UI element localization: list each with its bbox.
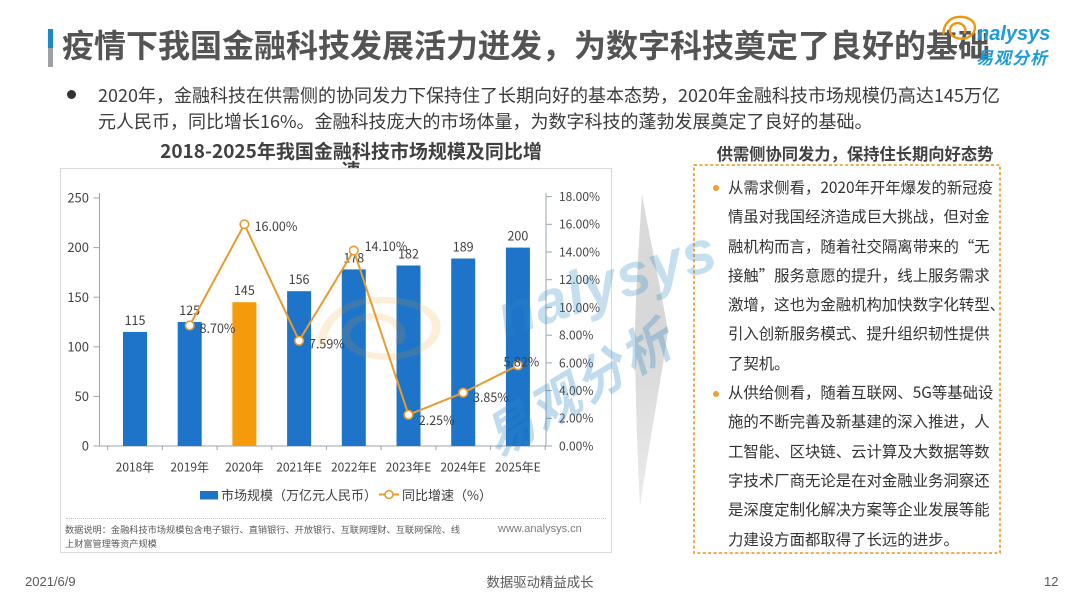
svg-text:14.00%: 14.00%: [559, 243, 600, 260]
svg-text:2020年: 2020年: [225, 458, 264, 475]
svg-text:2021年E: 2021年E: [276, 458, 322, 475]
svg-text:市场规模（万亿元人民币）: 市场规模（万亿元人民币）: [221, 485, 377, 504]
svg-text:150: 150: [67, 287, 89, 306]
svg-text:2022年E: 2022年E: [331, 458, 377, 475]
svg-text:同比增速（%）: 同比增速（%）: [402, 485, 492, 504]
svg-text:50: 50: [75, 386, 89, 405]
svg-text:0.00%: 0.00%: [559, 437, 593, 454]
svg-text:182: 182: [398, 244, 419, 263]
svg-text:125: 125: [179, 300, 200, 319]
svg-text:5.82%: 5.82%: [504, 351, 540, 370]
svg-text:2025年E: 2025年E: [495, 458, 541, 475]
svg-text:12.00%: 12.00%: [559, 271, 600, 288]
svg-text:2.00%: 2.00%: [559, 410, 593, 427]
svg-text:2023年E: 2023年E: [386, 458, 432, 475]
svg-text:8.00%: 8.00%: [559, 327, 593, 344]
svg-text:250: 250: [67, 188, 89, 207]
svg-text:100: 100: [67, 336, 89, 355]
svg-text:2024年E: 2024年E: [440, 458, 486, 475]
svg-text:200: 200: [67, 237, 89, 256]
svg-text:8.70%: 8.70%: [200, 318, 236, 337]
svg-text:6.00%: 6.00%: [559, 354, 593, 371]
svg-text:14.10%: 14.10%: [365, 236, 408, 255]
svg-text:0: 0: [82, 436, 89, 455]
svg-text:16.00%: 16.00%: [559, 216, 600, 233]
svg-text:3.85%: 3.85%: [473, 387, 509, 406]
svg-text:16.00%: 16.00%: [255, 216, 298, 235]
svg-text:2018年: 2018年: [116, 458, 155, 475]
svg-text:7.59%: 7.59%: [309, 333, 345, 352]
svg-text:18.00%: 18.00%: [559, 188, 600, 205]
svg-text:2.25%: 2.25%: [419, 410, 455, 429]
svg-text:2019年: 2019年: [170, 458, 209, 475]
svg-text:10.00%: 10.00%: [559, 299, 600, 316]
svg-text:200: 200: [507, 226, 528, 245]
svg-text:145: 145: [234, 280, 255, 299]
svg-text:189: 189: [453, 237, 474, 256]
svg-text:4.00%: 4.00%: [559, 382, 593, 399]
svg-text:115: 115: [125, 310, 146, 329]
svg-text:156: 156: [289, 269, 310, 288]
svg-text:178: 178: [343, 247, 364, 266]
